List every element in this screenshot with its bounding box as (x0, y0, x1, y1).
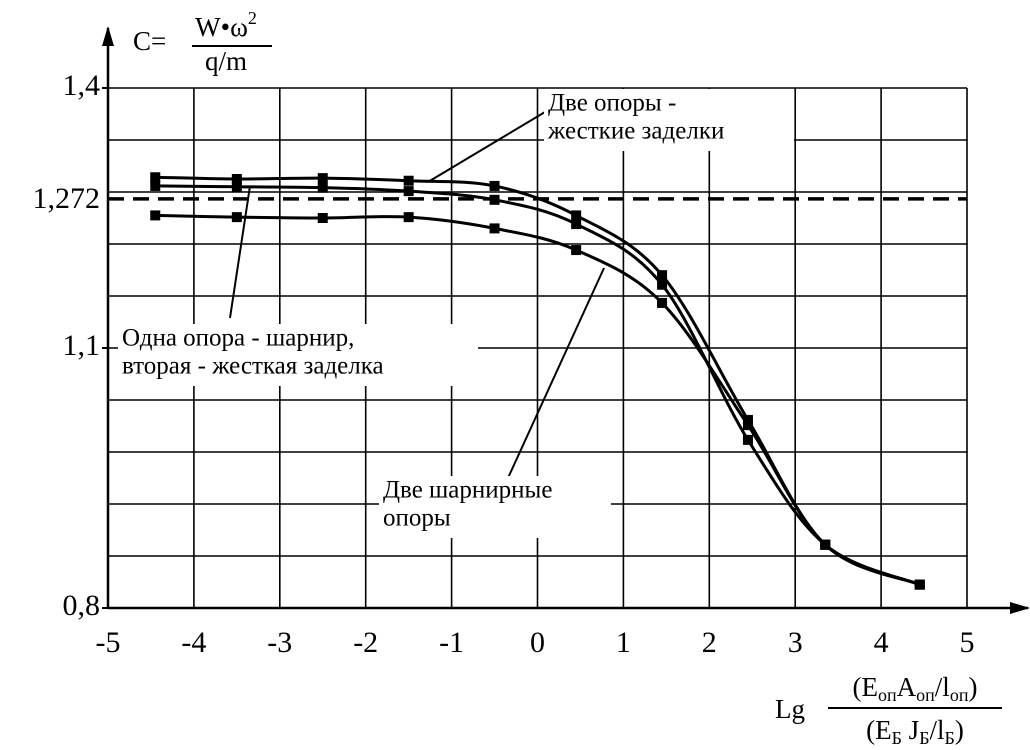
series (150, 172, 925, 590)
x-label-text: (E (866, 715, 891, 745)
point-marker (231, 212, 242, 223)
point-marker (820, 539, 831, 550)
x-label-numerator: (EопAоп/lоп) (853, 672, 978, 705)
point-marker (657, 279, 668, 290)
point-marker (150, 172, 161, 183)
y-tick-label: 1,1 (63, 329, 101, 362)
point-marker (403, 212, 414, 223)
point-marker (914, 579, 925, 590)
leader-lines (229, 111, 605, 479)
point-marker (489, 223, 500, 234)
y-tick-label: 1,4 (63, 69, 101, 102)
point-marker (150, 210, 161, 221)
annotation-background (379, 476, 611, 538)
y-label-sup: 2 (248, 8, 257, 28)
y-tick-label: 0,8 (63, 589, 101, 622)
x-tick-label: 4 (874, 626, 889, 659)
x-tick-label: 0 (530, 626, 545, 659)
y-axis-label: C= W•ω2 q/m (133, 8, 272, 76)
point-marker (742, 414, 753, 425)
annotation-text: опоры (383, 505, 451, 532)
x-tick-label: -4 (181, 626, 206, 659)
x-label-subscript: оп (878, 685, 897, 705)
x-tick-label: -3 (267, 626, 292, 659)
x-label-text: ) (955, 715, 964, 745)
x-label-text: ) (968, 672, 977, 702)
reference-label: 1,272 (33, 182, 101, 215)
x-label-subscript: Б (919, 728, 929, 748)
annotation-text: Две шарнирные (383, 477, 552, 504)
annotation-text: жесткие заделки (547, 118, 724, 145)
point-marker (317, 182, 328, 193)
point-marker (403, 175, 414, 186)
y-label-numerator: W•ω2 (195, 8, 257, 42)
x-label-text: J (902, 715, 919, 745)
x-label-subscript: оп (950, 685, 969, 705)
annotation-background (118, 324, 478, 386)
x-label-text: A (897, 672, 917, 702)
x-tick-label: 3 (788, 626, 803, 659)
point-marker (317, 173, 328, 184)
annotations: Две опоры -жесткие заделки Одна опора - ш… (118, 89, 794, 538)
x-label-subscript: Б (892, 728, 902, 748)
point-marker (571, 219, 582, 230)
annotation-text: Одна опора - шарнир, (122, 325, 354, 352)
x-label-text: /l (930, 715, 945, 745)
x-tick-label: -1 (439, 626, 464, 659)
point-marker (403, 186, 414, 197)
point-marker (231, 181, 242, 192)
x-tick-label: 2 (702, 626, 717, 659)
x-label-text: (E (853, 672, 878, 702)
leader-line (229, 185, 251, 319)
x-tick-label: 5 (960, 626, 975, 659)
y-label-prefix: C= (133, 26, 166, 56)
x-tick-label: -2 (353, 626, 378, 659)
y-label-numerator-text: W•ω (195, 12, 248, 42)
leader-line (507, 267, 605, 479)
point-marker (231, 174, 242, 184)
x-axis-label: Lg (EопAоп/lоп) (EБ JБ/lБ) (775, 672, 1002, 748)
series-line (155, 213, 921, 586)
point-marker (742, 434, 753, 445)
point-marker (489, 194, 500, 205)
leader-line (427, 111, 546, 183)
x-tick-label: -5 (96, 626, 121, 659)
annotation-text: Две опоры - (548, 90, 676, 117)
point-marker (150, 180, 161, 191)
point-marker (657, 270, 668, 281)
annotation-text: вторая - жесткая заделка (122, 353, 384, 380)
x-label-denominator: (EБ JБ/lБ) (866, 715, 964, 748)
x-label-prefix: Lg (775, 694, 805, 724)
point-marker (571, 210, 582, 221)
point-marker (571, 245, 582, 256)
series-line (155, 184, 921, 586)
point-marker (657, 297, 668, 308)
x-label-subscript: оп (916, 685, 935, 705)
point-marker (742, 420, 753, 431)
annotation-background (544, 89, 794, 151)
y-label-denominator: q/m (205, 46, 247, 76)
point-marker (317, 213, 328, 223)
x-label-text: /l (935, 672, 950, 702)
point-marker (489, 180, 500, 191)
x-tick-label: 1 (616, 626, 631, 659)
x-label-subscript: Б (945, 728, 955, 748)
